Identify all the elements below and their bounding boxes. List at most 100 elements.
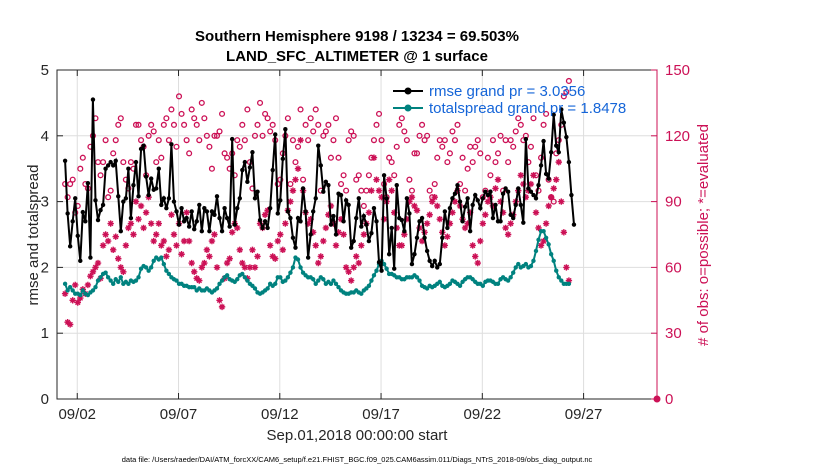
rmse-point: [323, 179, 329, 185]
rmse-point: [275, 211, 280, 216]
rmse-point: [303, 209, 308, 214]
spread-point: [298, 265, 303, 270]
rmse-point: [559, 107, 564, 112]
evaluated-obs-point: [198, 264, 206, 271]
evaluated-obs-point: [446, 220, 454, 227]
rmse-point: [440, 235, 445, 240]
spread-point: [217, 281, 222, 287]
possible-obs-point: [550, 198, 557, 205]
rmse-point: [293, 245, 298, 250]
spread-point: [151, 258, 156, 264]
rmse-point: [156, 166, 161, 171]
evaluated-obs-point: [401, 231, 408, 238]
evaluated-obs-point: [520, 180, 527, 188]
possible-obs-point: [565, 77, 572, 85]
rmse-point: [181, 219, 187, 224]
evaluated-obs-point: [170, 231, 178, 238]
rmse-point: [467, 229, 473, 234]
spread-point: [136, 275, 141, 280]
possible-obs-point: [191, 115, 198, 122]
spread-point: [531, 258, 536, 264]
possible-obs-point: [332, 115, 340, 122]
possible-obs-point: [360, 202, 367, 210]
rmse-point: [204, 209, 210, 214]
rmse-point: [123, 196, 129, 201]
rmse-point: [374, 219, 379, 224]
evaluated-obs-point: [142, 209, 150, 216]
evaluated-obs-point: [188, 259, 195, 267]
evaluated-obs-point: [279, 246, 287, 254]
possible-obs-point: [305, 137, 312, 144]
rmse-point: [192, 227, 197, 232]
possible-obs-point: [462, 187, 469, 194]
rmse-point: [199, 229, 205, 234]
rmse-point: [326, 182, 331, 188]
rmse-point: [186, 224, 192, 229]
rmse-point: [184, 215, 189, 221]
possible-obs-point: [469, 159, 476, 166]
evaluated-obs-point: [147, 220, 155, 227]
spread-point: [559, 278, 564, 283]
spread-point: [224, 273, 230, 278]
rmse-point: [348, 245, 354, 250]
y-tick-label: 4: [41, 128, 49, 145]
possible-obs-point: [444, 159, 451, 166]
rmse-point: [478, 205, 483, 211]
possible-obs-point: [211, 132, 218, 139]
possible-obs-point: [492, 159, 499, 166]
evaluated-obs-point: [84, 281, 92, 289]
possible-obs-point: [219, 110, 226, 117]
x-tick-label: 09/02: [58, 406, 96, 423]
evaluated-obs-point: [193, 275, 200, 282]
evaluated-obs-point: [163, 253, 170, 260]
spread-point: [283, 278, 288, 283]
evaluated-obs-point: [196, 277, 203, 284]
rmse-point: [217, 215, 222, 221]
rmse-point: [389, 225, 394, 231]
spread-point: [174, 278, 179, 283]
evaluated-obs-point: [178, 251, 185, 258]
rmse-point: [338, 192, 344, 198]
possible-obs-point: [244, 106, 251, 113]
possible-obs-point: [267, 128, 274, 135]
possible-obs-point: [175, 93, 183, 100]
possible-obs-point: [173, 143, 180, 150]
rmse-point: [67, 244, 73, 249]
chart-subtitle: LAND_SFC_ALTIMETER @ 1 surface: [226, 48, 488, 65]
possible-obs-point: [363, 187, 370, 194]
rmse-point: [260, 225, 265, 231]
evaluated-obs-point: [393, 224, 400, 232]
x-axis-label: Sep.01,2018 00:00:00 start: [267, 427, 449, 444]
evaluated-obs-point: [180, 237, 188, 245]
rmse-point: [566, 159, 572, 165]
rmse-point: [546, 176, 551, 181]
evaluated-obs-point: [373, 176, 380, 183]
possible-obs-point: [264, 115, 271, 122]
spread-point: [103, 270, 108, 275]
possible-obs-point: [530, 115, 537, 122]
x-tick-label: 09/12: [261, 406, 299, 423]
spread-point: [548, 252, 554, 257]
evaluated-obs-point: [560, 229, 568, 236]
possible-obs-point: [502, 137, 509, 144]
spread-point: [192, 284, 197, 290]
possible-obs-point: [256, 99, 264, 106]
possible-obs-point: [160, 121, 167, 128]
possible-obs-point: [170, 121, 178, 128]
rmse-point: [419, 215, 425, 221]
evaluated-obs-point: [320, 237, 327, 245]
evaluated-obs-point: [191, 268, 198, 275]
possible-obs-point: [294, 143, 302, 150]
evaluated-obs-point: [355, 259, 362, 267]
evaluated-obs-point: [274, 237, 281, 245]
evaluated-obs-point: [236, 246, 243, 254]
rmse-point: [331, 213, 336, 219]
evaluated-obs-point: [183, 209, 190, 216]
spread-point: [214, 286, 220, 291]
rmse-point: [154, 186, 159, 191]
evaluated-obs-point: [555, 158, 562, 166]
rmse-point: [85, 180, 91, 186]
rmse-point: [108, 159, 113, 165]
rmse-point: [252, 196, 258, 201]
rmse-point: [432, 258, 437, 264]
